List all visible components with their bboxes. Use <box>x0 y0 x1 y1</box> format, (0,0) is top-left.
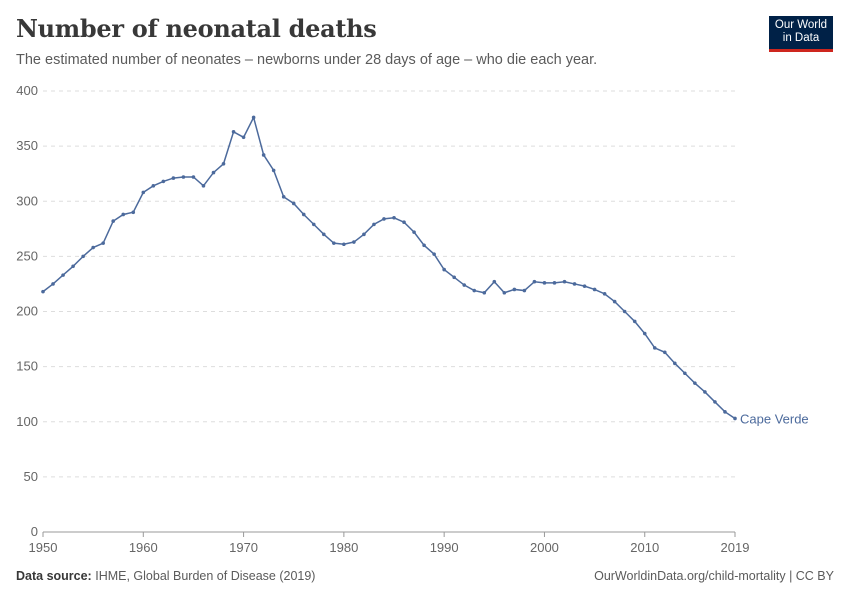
data-point <box>231 129 236 134</box>
x-tick-label: 1950 <box>29 540 58 555</box>
data-point <box>161 179 166 184</box>
y-tick-label: 0 <box>31 524 38 539</box>
data-point <box>652 346 657 350</box>
data-point <box>301 212 306 217</box>
data-point <box>642 331 647 336</box>
data-source: Data source: IHME, Global Burden of Dise… <box>16 569 315 583</box>
data-point <box>362 232 366 237</box>
data-point <box>612 299 617 304</box>
data-point <box>382 217 386 221</box>
x-tick-label: 2010 <box>630 540 659 555</box>
data-point <box>191 175 196 179</box>
y-tick-label: 250 <box>16 248 38 263</box>
x-tick-label: 2000 <box>530 540 559 555</box>
chart-title: Number of neonatal deaths <box>16 14 377 43</box>
data-point <box>51 282 55 286</box>
data-point <box>602 292 607 296</box>
data-point <box>502 290 507 295</box>
data-point <box>683 371 687 376</box>
y-tick-label: 200 <box>16 304 38 319</box>
data-point <box>261 153 266 157</box>
data-point <box>91 245 95 250</box>
x-tick-label: 1980 <box>329 540 358 555</box>
data-point <box>271 168 276 173</box>
data-point <box>542 281 547 285</box>
data-point <box>572 282 577 286</box>
data-point <box>221 161 226 166</box>
data-point <box>141 190 146 195</box>
data-point <box>482 290 487 295</box>
data-point <box>562 279 567 284</box>
data-point <box>392 215 396 220</box>
owid-logo[interactable]: Our World in Data <box>769 16 833 52</box>
data-point <box>552 281 557 285</box>
x-tick-label: 1970 <box>229 540 258 555</box>
data-point <box>342 242 346 247</box>
data-point <box>632 319 637 324</box>
data-point <box>492 279 497 284</box>
data-point <box>522 288 527 293</box>
y-tick-label: 300 <box>16 193 38 208</box>
data-point <box>211 170 216 175</box>
data-point <box>703 390 707 394</box>
x-tick-label: 1990 <box>430 540 459 555</box>
data-point <box>462 283 467 287</box>
data-point <box>352 240 356 244</box>
data-point <box>532 279 537 284</box>
series-label: Cape Verde <box>740 411 809 426</box>
data-point <box>291 201 296 206</box>
y-tick-label: 400 <box>16 83 38 98</box>
data-point <box>151 184 156 188</box>
data-point <box>322 232 326 237</box>
data-point <box>171 176 176 180</box>
data-point <box>81 254 85 259</box>
data-point <box>713 400 717 404</box>
data-point <box>582 284 587 288</box>
data-point <box>111 219 116 223</box>
data-point <box>121 212 126 217</box>
y-tick-label: 100 <box>16 414 38 429</box>
data-point <box>592 287 597 292</box>
chart-subtitle: The estimated number of neonates – newbo… <box>16 52 598 68</box>
data-point <box>251 115 256 120</box>
data-point <box>472 288 477 293</box>
source-link[interactable]: OurWorldinData.org/child-mortality | CC … <box>594 569 834 583</box>
data-point <box>181 175 186 179</box>
data-point <box>723 410 727 414</box>
data-point <box>241 135 246 140</box>
data-point <box>311 222 316 227</box>
data-point <box>61 273 65 277</box>
x-tick-label: 1960 <box>129 540 158 555</box>
data-point <box>432 252 436 256</box>
data-point <box>512 287 517 292</box>
data-point <box>452 275 456 280</box>
data-point <box>332 241 336 245</box>
data-point <box>422 243 426 248</box>
data-point <box>622 309 627 314</box>
data-point <box>201 184 206 188</box>
data-point <box>372 222 376 227</box>
data-point <box>693 381 697 385</box>
y-tick-label: 350 <box>16 138 38 153</box>
data-point <box>101 241 105 245</box>
data-point <box>131 210 136 215</box>
data-point <box>71 264 75 269</box>
y-tick-label: 50 <box>24 469 38 484</box>
data-point <box>402 220 406 224</box>
x-tick-label: 2019 <box>721 540 750 555</box>
data-point <box>673 361 677 366</box>
source-text: IHME, Global Burden of Disease (2019) <box>95 569 316 583</box>
data-point <box>281 195 286 199</box>
data-point <box>41 289 45 294</box>
data-point <box>412 230 416 234</box>
data-point <box>442 267 446 272</box>
y-tick-label: 150 <box>16 359 38 374</box>
data-point <box>733 416 737 421</box>
series-line <box>42 115 736 420</box>
source-label: Data source: <box>16 569 92 583</box>
data-point <box>662 350 667 355</box>
